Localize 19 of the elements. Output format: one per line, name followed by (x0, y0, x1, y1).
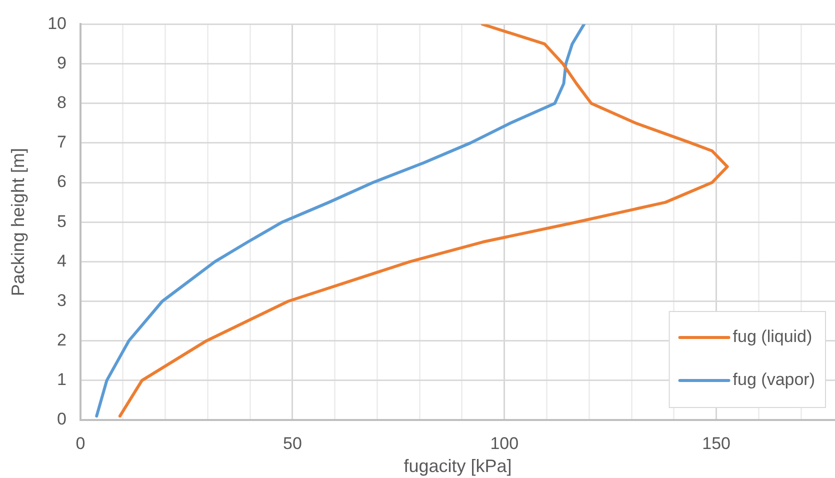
y-tick-label: 7 (57, 132, 67, 152)
x-tick-label: 50 (282, 434, 302, 453)
legend-label: fug (liquid) (732, 327, 812, 346)
y-tick-label: 6 (57, 172, 67, 192)
y-tick-label: 5 (57, 212, 67, 231)
y-tick-label: 4 (57, 251, 67, 270)
legend-label: fug (vapor) (732, 370, 815, 390)
x-tick-label: 0 (76, 434, 86, 453)
y-axis-title: Packing height [m] (8, 148, 28, 296)
y-tick-label: 10 (48, 14, 67, 33)
y-tick-label: 9 (57, 53, 67, 72)
y-tick-label: 8 (57, 93, 67, 112)
x-tick-label: 150 (702, 434, 731, 453)
y-tick-label: 3 (57, 290, 67, 310)
x-axis-title: fugacity [kPa] (404, 456, 512, 476)
y-tick-label: 2 (57, 330, 67, 350)
y-tick-label: 1 (57, 370, 67, 390)
x-tick-label: 100 (490, 434, 519, 453)
y-tick-label: 0 (57, 410, 67, 429)
